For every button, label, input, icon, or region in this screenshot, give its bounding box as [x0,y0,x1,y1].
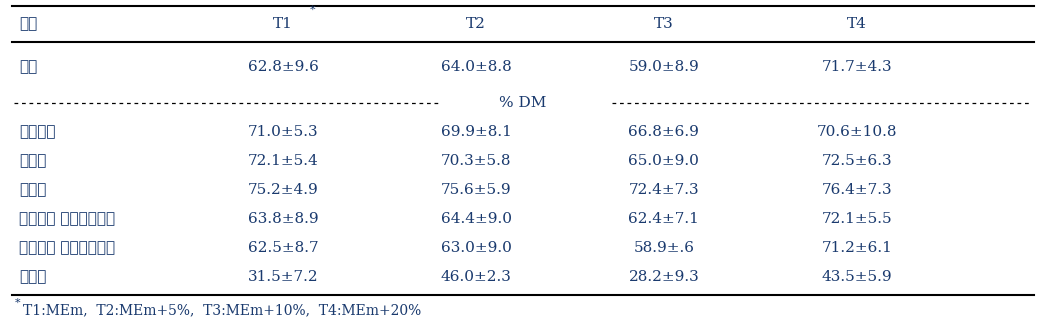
Text: 75.6±5.9: 75.6±5.9 [440,183,511,197]
Text: 72.1±5.5: 72.1±5.5 [821,212,892,226]
Text: T3: T3 [654,17,674,31]
Text: 71.0±5.3: 71.0±5.3 [248,125,318,139]
Text: 70.3±5.8: 70.3±5.8 [440,154,511,168]
Text: T1: T1 [273,17,293,31]
Text: 항목: 항목 [19,17,38,31]
Text: 75.2±4.9: 75.2±4.9 [248,183,318,197]
Text: 58.9±.6: 58.9±.6 [633,241,695,255]
Text: 건물: 건물 [19,60,38,74]
Text: T1:MEm,  T2:MEm+5%,  T3:MEm+10%,  T4:MEm+20%: T1:MEm, T2:MEm+5%, T3:MEm+10%, T4:MEm+20… [23,304,422,318]
Text: 62.5±8.7: 62.5±8.7 [248,241,318,255]
Text: 71.2±6.1: 71.2±6.1 [821,241,892,255]
Text: 46.0±2.3: 46.0±2.3 [440,270,511,284]
Text: 31.5±7.2: 31.5±7.2 [248,270,318,284]
Text: 71.7±4.3: 71.7±4.3 [821,60,892,74]
Text: 62.4±7.1: 62.4±7.1 [629,212,700,226]
Text: 72.4±7.3: 72.4±7.3 [629,183,699,197]
Text: 70.6±10.8: 70.6±10.8 [817,125,897,139]
Text: 63.0±9.0: 63.0±9.0 [440,241,511,255]
Text: 64.4±9.0: 64.4±9.0 [440,212,511,226]
Text: 66.8±6.9: 66.8±6.9 [629,125,700,139]
Text: 76.4±7.3: 76.4±7.3 [821,183,892,197]
Text: 59.0±8.9: 59.0±8.9 [629,60,699,74]
Text: 72.1±5.4: 72.1±5.4 [248,154,318,168]
Text: *: * [15,298,21,308]
Text: 산성세제 불용성섬유소: 산성세제 불용성섬유소 [19,241,115,255]
Text: 조단백질: 조단백질 [19,125,55,139]
Text: 63.8±8.9: 63.8±8.9 [248,212,318,226]
Text: 64.0±8.8: 64.0±8.8 [440,60,511,74]
Text: 62.8±9.6: 62.8±9.6 [248,60,318,74]
Text: 조회분: 조회분 [19,270,46,284]
Text: 72.5±6.3: 72.5±6.3 [821,154,892,168]
Text: 중성세제 불용성섬유소: 중성세제 불용성섬유소 [19,212,115,226]
Text: T2: T2 [467,17,486,31]
Text: *: * [310,5,315,14]
Text: 조섬유: 조섬유 [19,183,46,197]
Text: 69.9±8.1: 69.9±8.1 [440,125,511,139]
Text: 65.0±9.0: 65.0±9.0 [629,154,700,168]
Text: T4: T4 [847,17,867,31]
Text: 43.5±5.9: 43.5±5.9 [821,270,892,284]
Text: 28.2±9.3: 28.2±9.3 [629,270,699,284]
Text: % DM: % DM [499,96,547,110]
Text: 조지방: 조지방 [19,154,46,168]
